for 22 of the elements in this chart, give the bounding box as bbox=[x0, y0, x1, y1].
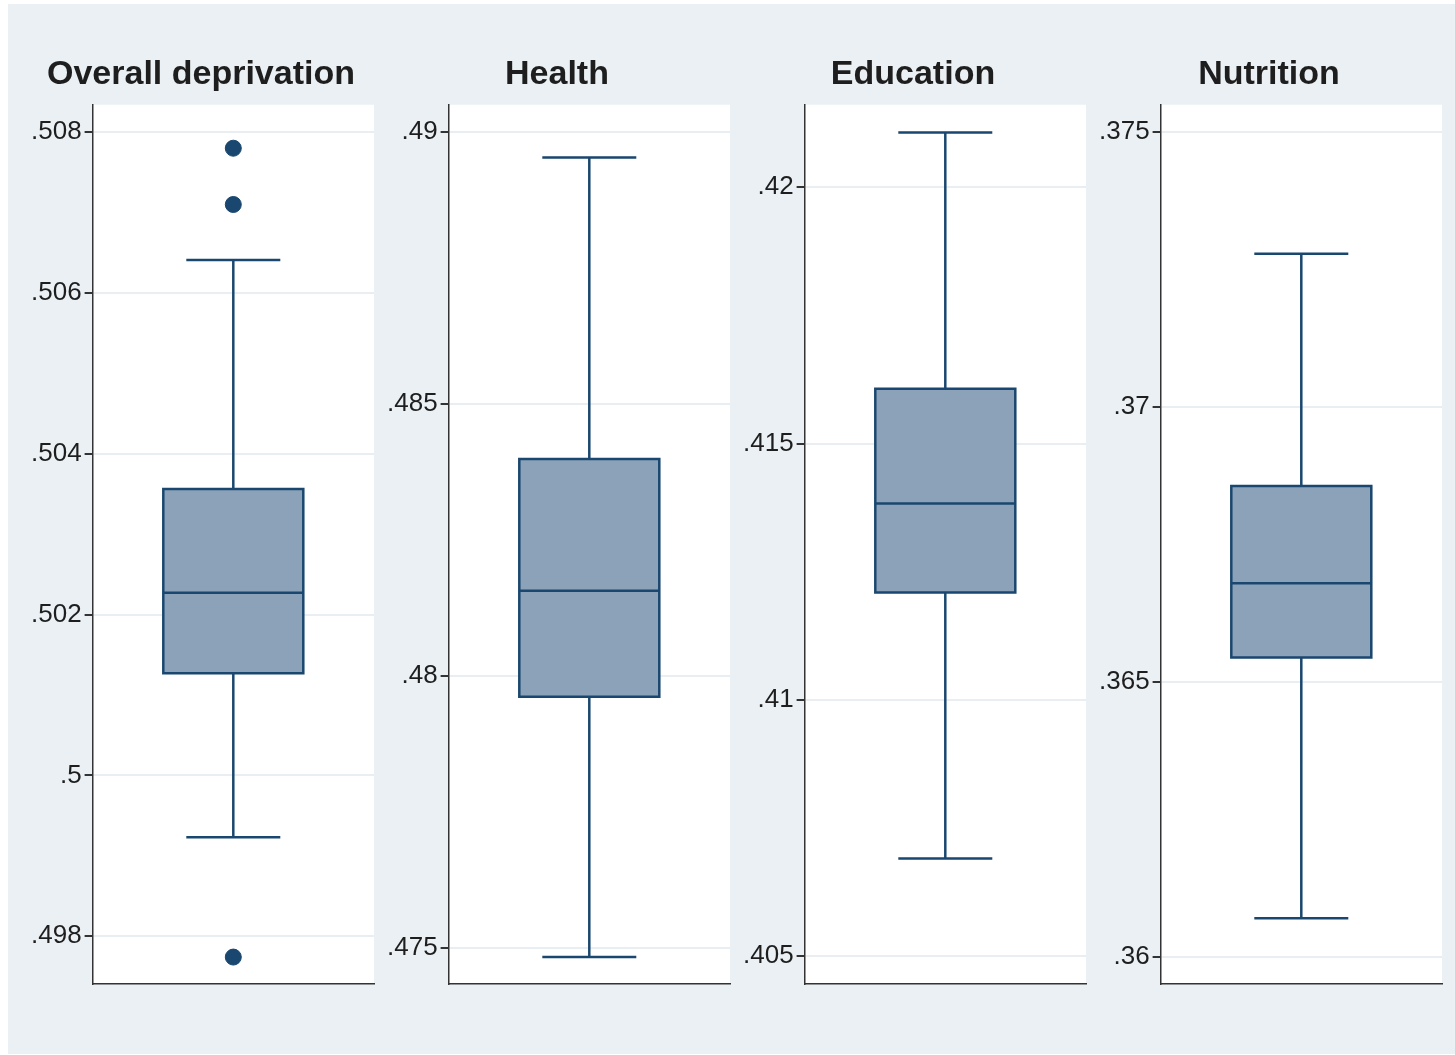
y-tick-label: .42 bbox=[757, 170, 794, 201]
chart-title: Overall deprivation bbox=[47, 52, 355, 91]
y-tick-label: .485 bbox=[386, 387, 438, 418]
chart-title: Nutrition bbox=[1198, 52, 1340, 91]
y-tick-label: .365 bbox=[1098, 665, 1150, 696]
y-tick-label: .5 bbox=[59, 758, 82, 789]
y-tick-label: .48 bbox=[401, 659, 438, 690]
y-tick-label: .475 bbox=[386, 931, 438, 962]
y-tick-label: .508 bbox=[30, 115, 82, 146]
y-tick-label: .415 bbox=[742, 426, 794, 457]
y-tick-label: .405 bbox=[742, 939, 794, 970]
y-tick-label: .41 bbox=[757, 682, 794, 713]
y-tick-label: .36 bbox=[1113, 940, 1150, 971]
y-tick-label: .498 bbox=[30, 919, 82, 950]
y-tick-label: .506 bbox=[30, 276, 82, 307]
y-tick-label: .502 bbox=[30, 597, 82, 628]
chart-title: Education bbox=[830, 52, 996, 91]
y-tick-label: .37 bbox=[1113, 390, 1150, 421]
y-tick-label: .375 bbox=[1098, 115, 1150, 146]
y-tick-label: .504 bbox=[30, 436, 82, 467]
chart-title: Health bbox=[505, 52, 609, 91]
y-tick-label: .49 bbox=[401, 115, 438, 146]
